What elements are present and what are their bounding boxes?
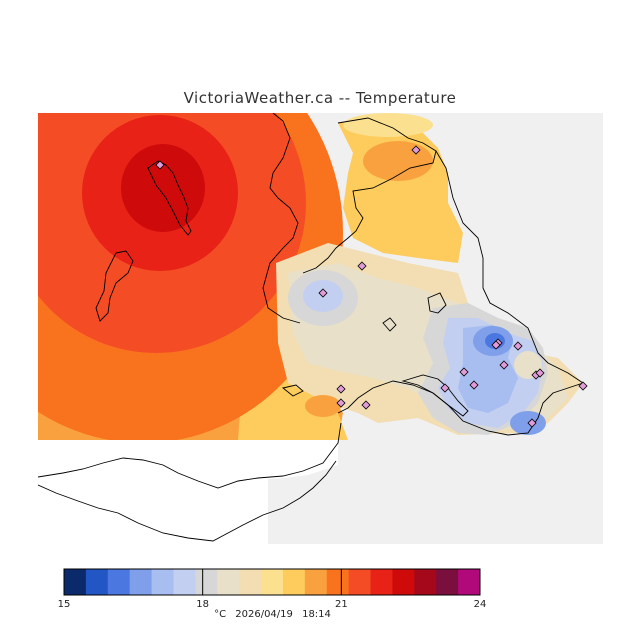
colorbar-swatch: [64, 569, 87, 595]
station-marker[interactable]: [318, 288, 328, 298]
colorbar-swatch: [348, 569, 372, 595]
colorbar-swatch: [217, 569, 240, 595]
colorbar-swatches: [64, 569, 481, 595]
colorbar-swatch: [370, 569, 393, 595]
contour-band-19.5-20-north: [343, 113, 433, 137]
colorbar-swatch: [151, 569, 174, 595]
station-marker[interactable]: [578, 381, 588, 391]
small-island-2: [382, 317, 397, 332]
colorbar-swatch: [436, 569, 459, 595]
station-marker[interactable]: [491, 340, 501, 350]
station-marker[interactable]: [155, 160, 165, 170]
colorbar-swatch: [107, 569, 131, 595]
footer: °C 2026/04/19 18:14: [0, 609, 545, 620]
colorbar-ticks: [63, 569, 481, 595]
colorbar-tick-label: 15: [58, 599, 71, 610]
colorbar-swatch: [173, 569, 196, 595]
south-shore-coastline: [38, 422, 342, 489]
station-marker[interactable]: [499, 360, 509, 370]
colorbar-swatch: [129, 569, 153, 595]
station-marker[interactable]: [469, 380, 479, 390]
station-marker[interactable]: [357, 261, 367, 271]
colorbar-tick-label: 24: [474, 599, 487, 610]
colorbar-swatch: [304, 569, 328, 595]
colorbar-swatch: [392, 569, 415, 595]
contour-band-23-23.5: [121, 144, 205, 232]
contour-band-21-21.5-southwest: [305, 395, 341, 417]
station-marker[interactable]: [527, 418, 537, 428]
east-coastline: [337, 150, 585, 436]
mainland-coastline-north: [262, 113, 301, 324]
peninsula-coastline: [302, 117, 437, 274]
small-island-1: [281, 384, 304, 397]
colorbar-swatch: [282, 569, 306, 595]
harbour-inlet: [401, 374, 469, 417]
date-label: 2026/04/19: [235, 609, 293, 620]
colorbar: 15 18 21 24: [58, 568, 487, 610]
station-markers: [155, 145, 588, 428]
colorbar-swatch: [239, 569, 262, 595]
colorbar-swatch: [195, 569, 218, 595]
unit-label: °C: [214, 609, 227, 620]
map-title: VictoriaWeather.ca -- Temperature: [183, 89, 457, 107]
colorbar-tick-label: 21: [335, 599, 348, 610]
colorbar-labels: 15 18 21 24: [58, 599, 487, 610]
station-marker[interactable]: [535, 368, 545, 378]
station-marker[interactable]: [459, 367, 469, 377]
colorbar-swatch: [414, 569, 437, 595]
island-coastline-north: [147, 160, 192, 236]
station-marker[interactable]: [336, 398, 346, 408]
colorbar-swatch: [458, 569, 481, 595]
temperature-map[interactable]: [38, 113, 603, 544]
station-marker[interactable]: [440, 383, 450, 393]
colorbar-swatch: [326, 569, 350, 595]
station-marker[interactable]: [336, 384, 346, 394]
colorbar-swatch: [85, 569, 109, 595]
small-island-3: [427, 292, 447, 314]
station-marker[interactable]: [361, 400, 371, 410]
colorbar-swatch: [261, 569, 284, 595]
island-coastline-west: [95, 250, 134, 322]
south-coastline: [38, 460, 337, 542]
station-marker[interactable]: [411, 145, 421, 155]
clip-fix: [38, 440, 268, 544]
station-marker[interactable]: [513, 341, 523, 351]
colorbar-tick-label: 18: [196, 599, 209, 610]
time-label: 18:14: [302, 609, 331, 620]
